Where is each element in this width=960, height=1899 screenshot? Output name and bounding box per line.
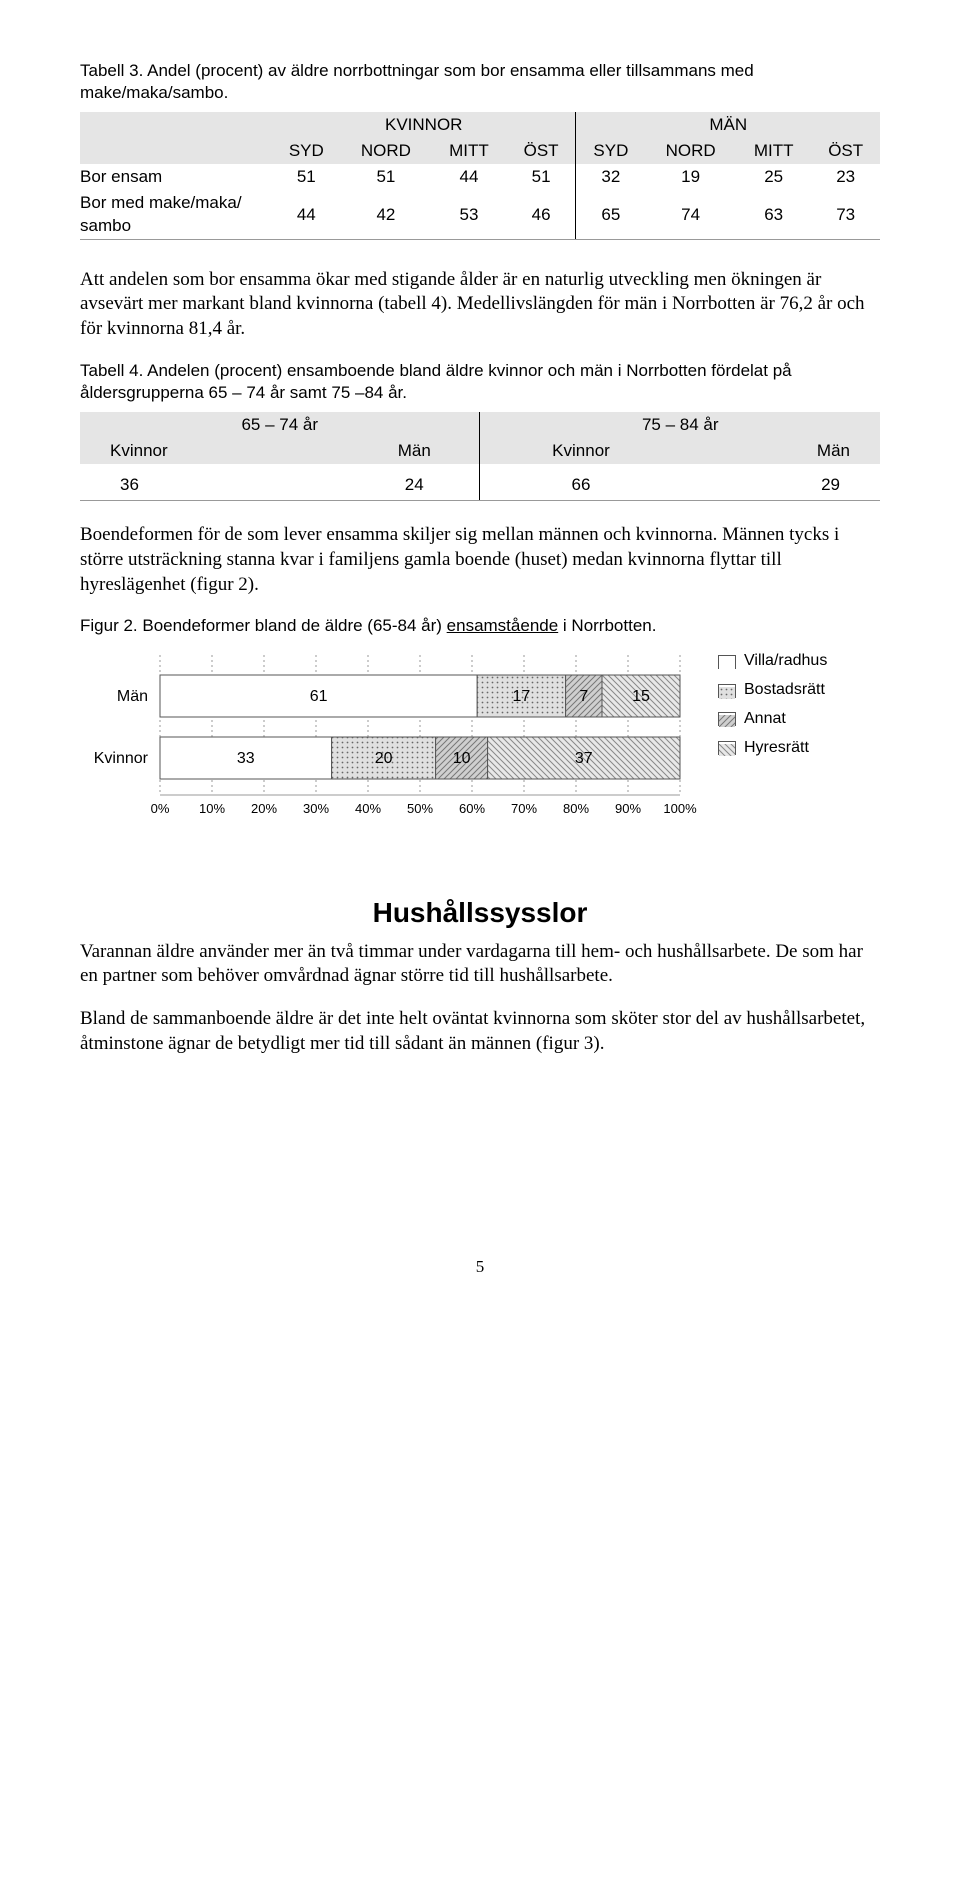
figure2-chart: 0% 10% 20% 30% 40% 50% 60% 70% 80% 90% 100% 61 17 7 15… [80,645,700,835]
svg-text:40%: 40% [355,801,381,816]
table3-col: SYD [272,138,341,164]
table3-col: ÖST [507,138,576,164]
figure2-legend: Villa/radhus Bostadsrätt Annat Hyresrätt [718,645,827,766]
legend-item: Villa/radhus [718,651,827,672]
svg-text:Kvinnor: Kvinnor [94,750,149,767]
legend-label: Hyresrätt [744,738,809,759]
table3-col: ÖST [811,138,880,164]
svg-text:10%: 10% [199,801,225,816]
table3-group-man: MÄN [576,112,880,138]
svg-text:0%: 0% [151,801,170,816]
paragraph: Att andelen som bor ensamma ökar med sti… [80,268,880,342]
svg-text:17: 17 [513,688,531,705]
table-row: Bor ensam 51 51 44 51 32 19 25 23 [80,164,880,190]
table4-col: Kvinnor [80,438,349,464]
table3-caption: Tabell 3. Andel (procent) av äldre norrb… [80,60,880,104]
legend-label: Annat [744,709,786,730]
table3-group-kvinnor: KVINNOR [272,112,576,138]
svg-text:100%: 100% [663,801,697,816]
svg-text:50%: 50% [407,801,433,816]
svg-text:33: 33 [237,750,255,767]
svg-text:15: 15 [632,688,650,705]
svg-text:7: 7 [579,688,588,705]
table-row: 36 24 66 29 [80,464,880,501]
svg-text:90%: 90% [615,801,641,816]
legend-swatch [718,741,736,755]
svg-text:37: 37 [575,750,593,767]
figure2: 0% 10% 20% 30% 40% 50% 60% 70% 80% 90% 100% 61 17 7 15… [80,645,880,835]
legend-swatch [718,712,736,726]
table3-col: SYD [576,138,645,164]
page-number: 5 [80,1256,880,1278]
table3-col: MITT [431,138,506,164]
paragraph: Boendeformen för de som lever ensamma sk… [80,523,880,597]
svg-text:61: 61 [310,688,328,705]
paragraph: Bland de sammanboende äldre är det inte … [80,1007,880,1056]
table3: KVINNOR MÄN SYD NORD MITT ÖST SYD NORD M… [80,112,880,239]
legend-item: Hyresrätt [718,738,827,759]
section-heading-hushall: Hushållssysslor [80,895,880,931]
figure2-caption: Figur 2. Boendeformer bland de äldre (65… [80,615,880,637]
table3-col: NORD [341,138,432,164]
table-row: Bor med make/maka/ sambo 44 42 53 46 65 … [80,190,880,239]
legend-swatch [718,655,736,669]
table4-group: 65 – 74 år [80,412,480,438]
table4-col: Kvinnor [480,438,682,464]
svg-text:30%: 30% [303,801,329,816]
table3-col: MITT [736,138,811,164]
legend-item: Bostadsrätt [718,680,827,701]
legend-label: Villa/radhus [744,651,827,672]
legend-label: Bostadsrätt [744,680,825,701]
svg-text:70%: 70% [511,801,537,816]
table4: 65 – 74 år 75 – 84 år Kvinnor Män Kvinno… [80,412,880,501]
svg-text:10: 10 [453,750,471,767]
svg-text:Män: Män [117,688,148,705]
svg-text:20: 20 [375,750,393,767]
table3-col: NORD [645,138,736,164]
legend-item: Annat [718,709,827,730]
table4-caption: Tabell 4. Andelen (procent) ensamboende … [80,360,880,404]
table4-col: Män [349,438,480,464]
svg-text:20%: 20% [251,801,277,816]
legend-swatch [718,684,736,698]
svg-text:60%: 60% [459,801,485,816]
svg-text:80%: 80% [563,801,589,816]
paragraph: Varannan äldre använder mer än två timma… [80,940,880,989]
table4-col: Män [682,438,881,464]
table4-group: 75 – 84 år [480,412,880,438]
